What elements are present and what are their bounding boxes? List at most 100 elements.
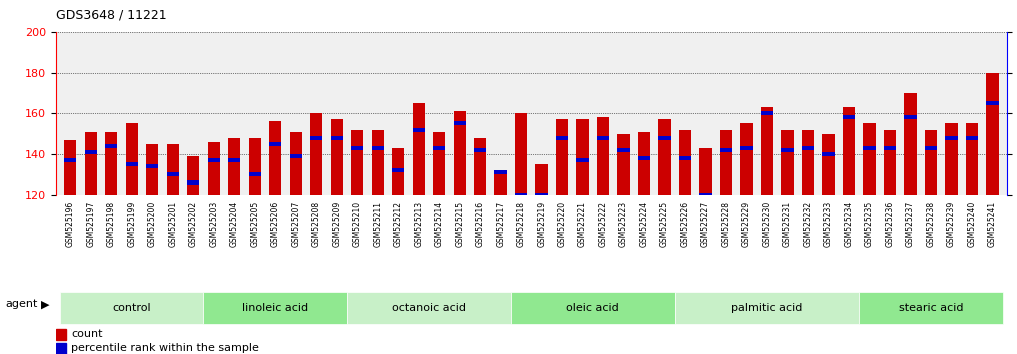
Bar [823,152,835,156]
Bar [187,181,199,184]
Bar [801,130,815,195]
Bar [371,130,383,195]
Bar [700,148,712,195]
Bar [433,146,445,150]
Bar [494,170,506,174]
Bar [617,133,630,195]
Bar [64,140,76,195]
Bar [84,132,97,195]
Bar [597,136,609,140]
Bar [597,117,609,195]
Bar [966,136,978,140]
FancyBboxPatch shape [511,292,675,324]
Bar [658,136,671,140]
Text: palmitic acid: palmitic acid [731,303,802,313]
Bar [228,138,240,195]
Bar [863,124,876,195]
Bar [679,130,692,195]
Bar [986,101,999,105]
Bar [392,148,405,195]
Bar [577,119,589,195]
Bar [720,148,732,152]
Bar [679,156,692,160]
Bar [863,146,876,150]
Bar [884,130,896,195]
Bar [946,124,958,195]
Bar [556,119,569,195]
FancyBboxPatch shape [203,292,347,324]
Bar [617,148,630,152]
Bar [413,127,425,132]
Bar [187,156,199,195]
Bar [781,130,793,195]
Bar [167,144,179,195]
Bar [494,172,506,195]
FancyBboxPatch shape [60,292,203,324]
Bar [843,107,855,195]
Bar [843,115,855,119]
Text: count: count [71,329,103,339]
Text: octanoic acid: octanoic acid [392,303,466,313]
Bar [207,158,220,162]
Text: ▶: ▶ [41,299,49,309]
Bar [658,119,671,195]
Bar [270,121,282,195]
Bar [207,142,220,195]
Bar [248,172,261,176]
Bar [740,146,753,150]
Bar [946,136,958,140]
Bar [474,148,486,152]
Bar [720,130,732,195]
Bar [248,138,261,195]
Bar [474,138,486,195]
Bar [270,142,282,146]
Bar [146,164,159,168]
Bar [146,144,159,195]
Bar [740,124,753,195]
Text: linoleic acid: linoleic acid [242,303,308,313]
Bar [823,133,835,195]
Bar [84,150,97,154]
Bar [56,343,66,354]
Bar [56,329,66,340]
Bar [310,136,322,140]
Text: agent: agent [5,299,38,309]
Bar [904,115,916,119]
Bar [105,132,117,195]
Bar [290,132,302,195]
Bar [515,113,527,195]
Bar [310,113,322,195]
Text: GDS3648 / 11221: GDS3648 / 11221 [56,9,167,22]
Bar [392,168,405,172]
Bar [105,144,117,148]
Bar [126,124,138,195]
Bar [904,93,916,195]
Bar [577,158,589,162]
Bar [761,111,773,115]
Bar [536,193,548,197]
Bar [924,130,937,195]
Bar [454,111,466,195]
Text: control: control [113,303,152,313]
Bar [454,121,466,125]
Bar [515,193,527,197]
Bar [351,130,363,195]
Bar [801,146,815,150]
Text: stearic acid: stearic acid [899,303,963,313]
Bar [64,158,76,162]
Bar [924,146,937,150]
Bar [290,154,302,158]
Bar [781,148,793,152]
Bar [433,132,445,195]
Bar [371,146,383,150]
Bar [700,193,712,197]
Bar [884,146,896,150]
FancyBboxPatch shape [347,292,511,324]
Bar [536,164,548,195]
Bar [228,158,240,162]
Bar [761,107,773,195]
Text: percentile rank within the sample: percentile rank within the sample [71,343,259,353]
Bar [966,124,978,195]
Bar [413,103,425,195]
Bar [556,136,569,140]
